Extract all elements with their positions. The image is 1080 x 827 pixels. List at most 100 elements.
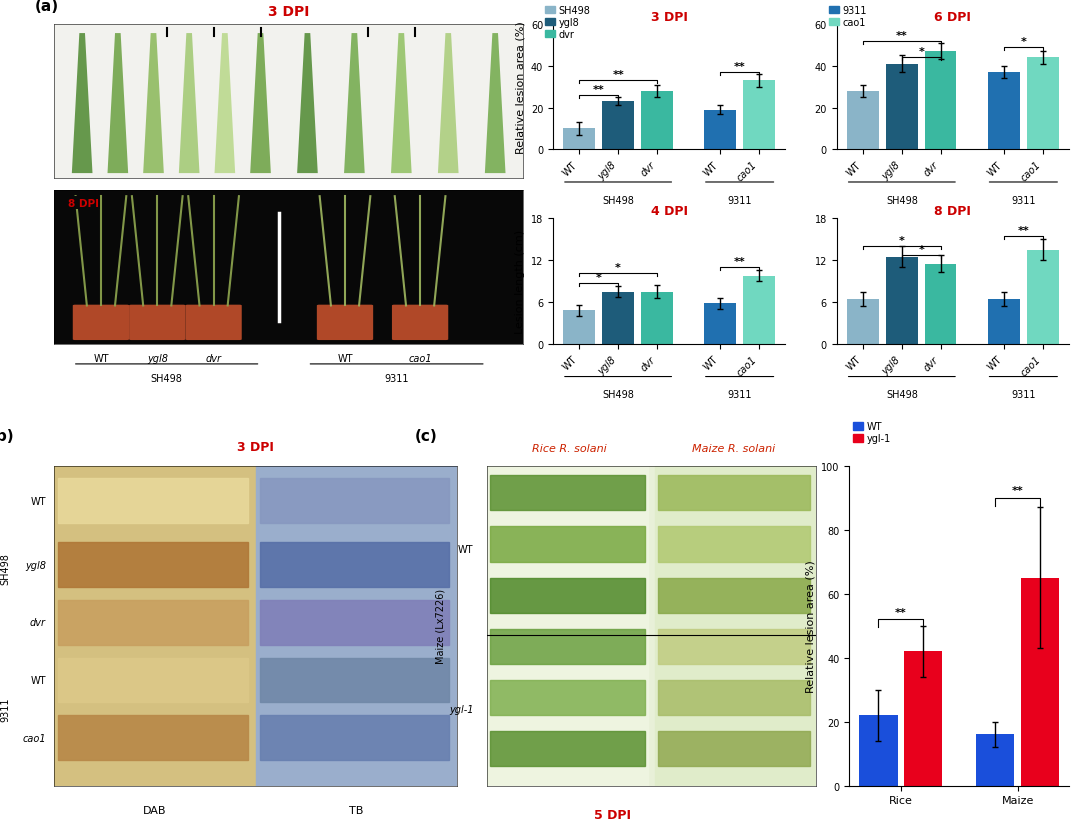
Text: SH498: SH498 [603,195,634,205]
Polygon shape [391,34,411,174]
Bar [860,715,897,786]
Bar [564,129,595,151]
Bar [642,292,673,345]
Text: Maize (Lx7226): Maize (Lx7226) [435,588,446,663]
FancyBboxPatch shape [316,305,374,341]
Bar [658,527,810,562]
Legend: 9311, cao1: 9311, cao1 [825,2,870,32]
Bar [490,629,645,664]
Bar [58,600,247,645]
Polygon shape [345,34,365,174]
Bar [490,527,645,562]
Bar [924,265,957,345]
Text: *: * [899,236,905,246]
FancyBboxPatch shape [130,305,186,341]
Bar [58,543,247,587]
Text: Maize R. solani: Maize R. solani [692,443,775,453]
Bar [658,476,810,511]
Title: 8 DPI: 8 DPI [934,205,971,218]
Text: 9311: 9311 [728,390,752,399]
Text: SH498: SH498 [603,390,634,399]
FancyBboxPatch shape [186,305,242,341]
Bar [490,680,645,715]
Y-axis label: Relative lesion area (%): Relative lesion area (%) [515,22,525,154]
Bar [58,657,247,702]
Text: 9311: 9311 [1011,195,1036,205]
Text: WT: WT [337,354,353,364]
Polygon shape [108,34,129,174]
Text: 5 DPI: 5 DPI [594,808,631,821]
Text: (c): (c) [415,428,437,443]
Y-axis label: Relative lesion area (%): Relative lesion area (%) [806,560,815,692]
Bar [847,92,879,151]
Polygon shape [179,34,200,174]
Text: 3 DPI: 3 DPI [238,440,274,453]
Text: 9311: 9311 [1,696,11,721]
Text: *: * [596,272,602,282]
Bar [259,543,449,587]
Text: ygl-1: ygl-1 [449,704,474,714]
Bar [1021,578,1059,786]
Text: 9311: 9311 [728,195,752,205]
Bar [704,304,737,345]
Polygon shape [144,34,164,174]
Text: (a): (a) [36,0,59,14]
Text: SH498: SH498 [151,374,183,384]
Text: WT: WT [30,496,46,506]
Text: SH498: SH498 [886,390,918,399]
Bar [704,111,737,151]
Text: **: ** [593,85,605,95]
Bar [642,92,673,151]
Text: SH498: SH498 [1,552,11,584]
Text: *: * [918,245,924,255]
Bar [988,73,1020,151]
Text: ygl8: ygl8 [25,560,46,570]
Text: *: * [616,262,621,273]
Text: WT: WT [93,354,109,364]
Polygon shape [251,34,271,174]
Bar [743,276,775,345]
Text: Rice R. solani: Rice R. solani [531,443,607,453]
Bar [658,629,810,664]
Bar [58,715,247,760]
Text: *: * [918,47,924,57]
Polygon shape [437,34,459,174]
Text: 8 DPI: 8 DPI [68,198,99,208]
Bar [743,81,775,151]
FancyBboxPatch shape [392,305,448,341]
Y-axis label: Lesion length (cm): Lesion length (cm) [515,230,525,334]
Text: **: ** [612,70,624,80]
Bar [904,652,943,786]
Bar [924,52,957,151]
Text: **: ** [733,257,745,267]
Title: 6 DPI: 6 DPI [934,11,971,24]
Text: dvr: dvr [30,618,46,628]
Text: dvr: dvr [205,354,221,364]
Bar [658,680,810,715]
Bar [886,257,918,345]
Text: 9311: 9311 [384,374,409,384]
Bar [603,292,634,345]
Bar [886,65,918,151]
Bar [564,311,595,345]
Text: TB: TB [349,805,364,815]
Bar [658,731,810,767]
Text: **: ** [733,62,745,72]
Bar [1027,251,1058,345]
Bar [259,479,449,523]
Polygon shape [297,34,318,174]
Bar [256,466,457,786]
Text: **: ** [1012,485,1024,495]
Text: 9311: 9311 [1011,390,1036,399]
Title: 4 DPI: 4 DPI [650,205,688,218]
Bar [658,578,810,613]
Text: WT: WT [30,675,46,685]
Polygon shape [215,34,235,174]
Bar [490,476,645,511]
Text: DAB: DAB [143,805,166,815]
Text: **: ** [1017,226,1029,236]
Text: **: ** [896,31,907,41]
Text: **: ** [895,607,907,617]
Bar [259,600,449,645]
Bar [490,578,645,613]
